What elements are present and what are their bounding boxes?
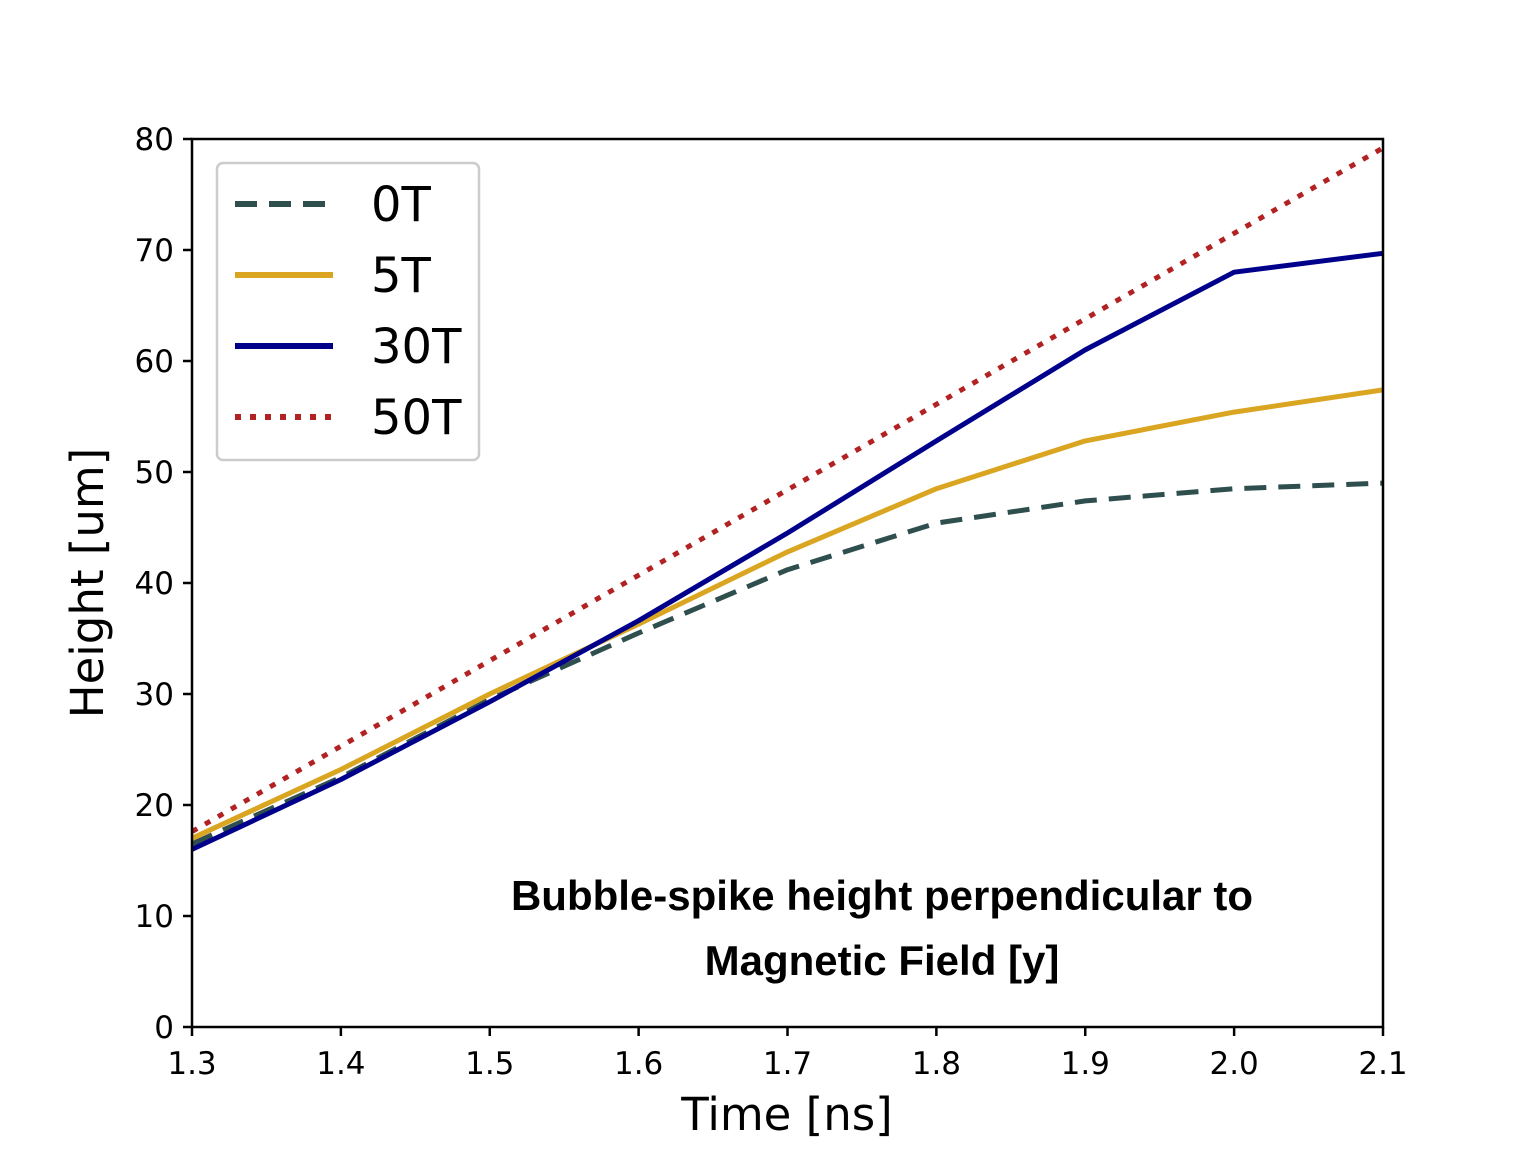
y-tick-label: 60 — [135, 344, 174, 380]
x-tick-label: 1.9 — [1061, 1046, 1110, 1082]
annotation-line-2: Magnetic Field [y] — [705, 937, 1060, 984]
x-tick-label: 1.7 — [763, 1046, 812, 1082]
series-line-50T — [190, 145, 1385, 834]
x-tick-label: 1.3 — [167, 1046, 216, 1082]
x-tick-label: 1.6 — [614, 1046, 663, 1082]
x-tick-label: 1.4 — [316, 1046, 365, 1082]
legend-label-0T: 0T — [371, 177, 432, 233]
y-tick-label: 40 — [135, 566, 174, 602]
legend-label-50T: 50T — [371, 390, 462, 446]
legend-frame — [215, 161, 481, 462]
y-tick-label: 80 — [135, 122, 174, 158]
y-tick-label: 0 — [154, 1010, 174, 1046]
y-tick-label: 70 — [135, 233, 174, 269]
legend-label-5T: 5T — [371, 248, 432, 304]
x-tick-label: 1.5 — [465, 1046, 514, 1082]
x-tick-label: 1.8 — [912, 1046, 961, 1082]
x-tick-label: 2.1 — [1358, 1046, 1407, 1082]
series-layer — [190, 145, 1385, 852]
legend: 0T 5T 30T 50T — [215, 161, 481, 462]
y-tick-label: 20 — [135, 788, 174, 824]
annotation-line-1: Bubble-spike height perpendicular to — [511, 872, 1253, 919]
y-tick-label: 50 — [135, 455, 174, 491]
y-tick-label: 30 — [135, 677, 174, 713]
ticks-layer: 1.3 1.4 1.5 1.6 1.7 1.8 1.9 2.0 2.1 0 10 20 30 40 50 60… — [135, 122, 1408, 1082]
x-tick-label: 2.0 — [1209, 1046, 1258, 1082]
x-axis-label: Time [ns] — [680, 1088, 893, 1141]
series-line-0T — [190, 480, 1384, 847]
y-tick-label: 10 — [135, 899, 174, 935]
y-axis-label: Height [um] — [61, 448, 114, 719]
legend-label-30T: 30T — [371, 319, 462, 375]
